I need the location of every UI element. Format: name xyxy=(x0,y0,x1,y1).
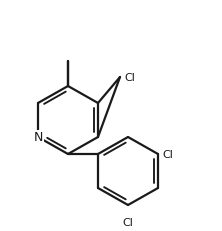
Text: N: N xyxy=(33,131,43,144)
Text: Cl: Cl xyxy=(162,149,173,159)
Text: Cl: Cl xyxy=(124,73,135,83)
Text: Cl: Cl xyxy=(124,73,135,83)
Text: Cl: Cl xyxy=(123,217,133,227)
